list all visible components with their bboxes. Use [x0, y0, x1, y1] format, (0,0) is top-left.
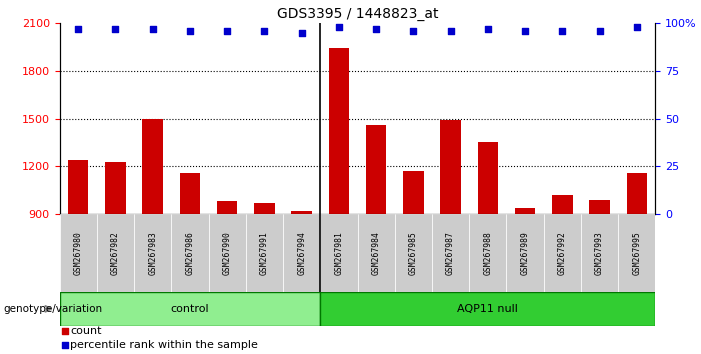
Bar [217, 201, 238, 214]
Point [73, 26, 84, 32]
Point [594, 28, 605, 34]
Bar [515, 208, 536, 214]
Bar [68, 160, 88, 214]
Point [631, 24, 642, 30]
Point [60, 342, 71, 348]
Bar [432, 214, 469, 292]
Text: GSM267994: GSM267994 [297, 231, 306, 275]
Bar [283, 214, 320, 292]
Bar [403, 171, 423, 214]
Text: GSM267986: GSM267986 [186, 231, 194, 275]
Text: genotype/variation: genotype/variation [4, 304, 102, 314]
Text: GSM267993: GSM267993 [595, 231, 604, 275]
Bar [552, 195, 573, 214]
Text: GSM267995: GSM267995 [632, 231, 641, 275]
Point [222, 28, 233, 34]
Text: GSM267980: GSM267980 [74, 231, 83, 275]
Bar [581, 214, 618, 292]
Bar [60, 292, 320, 326]
Text: AQP11 null: AQP11 null [458, 304, 518, 314]
Text: GSM267981: GSM267981 [334, 231, 343, 275]
Point [147, 26, 158, 32]
Bar [105, 161, 125, 214]
Bar [618, 214, 655, 292]
Bar [142, 119, 163, 214]
Text: GSM267987: GSM267987 [446, 231, 455, 275]
Bar [292, 211, 312, 214]
Bar [469, 214, 506, 292]
Point [296, 30, 307, 35]
Point [519, 28, 531, 34]
Text: GSM267984: GSM267984 [372, 231, 381, 275]
Text: GSM267982: GSM267982 [111, 231, 120, 275]
Text: control: control [170, 304, 209, 314]
Text: count: count [70, 326, 102, 336]
Bar [97, 214, 134, 292]
Bar [209, 214, 246, 292]
Bar [320, 292, 655, 326]
Point [259, 28, 270, 34]
Point [445, 28, 456, 34]
Title: GDS3395 / 1448823_at: GDS3395 / 1448823_at [277, 7, 438, 21]
Text: GSM267988: GSM267988 [484, 231, 492, 275]
Point [110, 26, 121, 32]
Text: GSM267992: GSM267992 [558, 231, 567, 275]
Bar [477, 142, 498, 214]
Bar [544, 214, 581, 292]
Bar [171, 214, 209, 292]
Bar [254, 203, 275, 214]
Point [184, 28, 196, 34]
Bar [60, 214, 97, 292]
Text: GSM267985: GSM267985 [409, 231, 418, 275]
Text: GSM267991: GSM267991 [260, 231, 269, 275]
Text: GSM267983: GSM267983 [148, 231, 157, 275]
Point [333, 24, 344, 30]
Bar [366, 125, 386, 214]
Bar [627, 173, 647, 214]
Bar [246, 214, 283, 292]
Point [408, 28, 419, 34]
Point [60, 328, 71, 334]
Point [557, 28, 568, 34]
Bar [395, 214, 432, 292]
Bar [134, 214, 171, 292]
Bar [320, 214, 358, 292]
Point [482, 26, 494, 32]
Text: GSM267989: GSM267989 [521, 231, 529, 275]
Bar [440, 120, 461, 214]
Bar [179, 173, 200, 214]
Point [371, 26, 382, 32]
Bar [506, 214, 544, 292]
Text: GSM267990: GSM267990 [223, 231, 231, 275]
Bar [590, 200, 610, 214]
Bar [358, 214, 395, 292]
Text: percentile rank within the sample: percentile rank within the sample [70, 340, 258, 350]
Bar [329, 48, 349, 214]
